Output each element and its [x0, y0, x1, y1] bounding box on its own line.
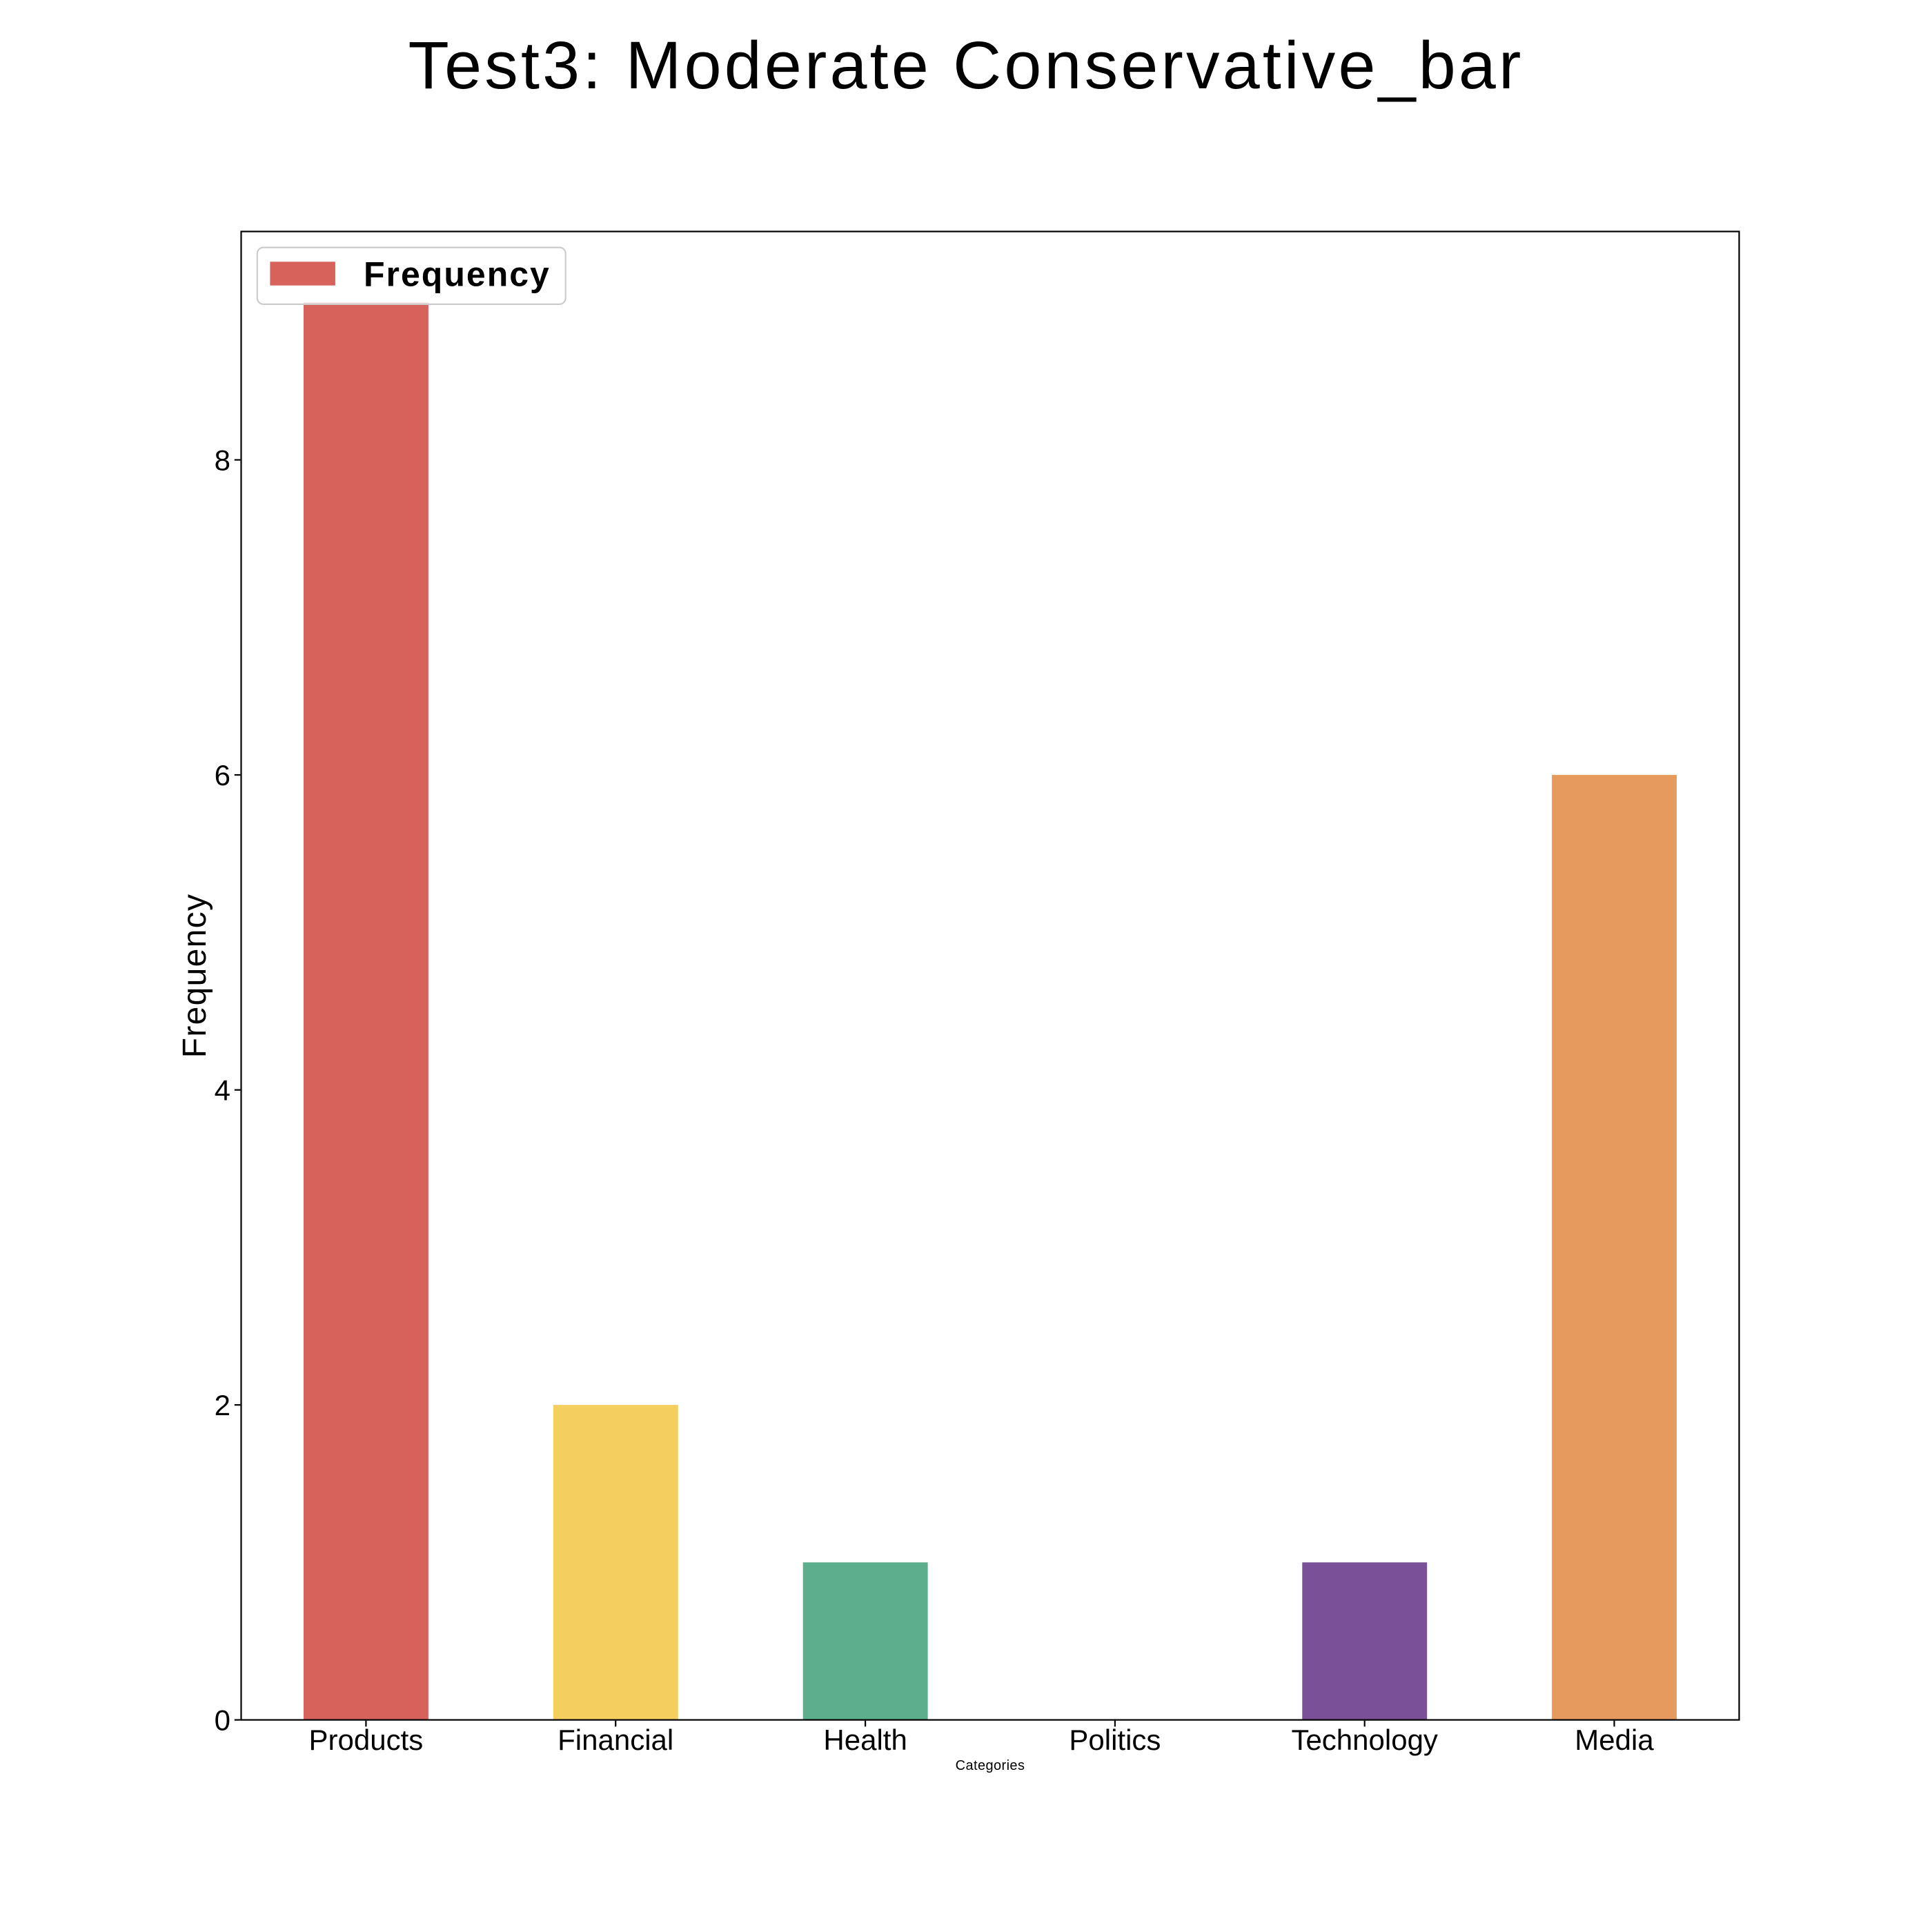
svg-text:Test3: Moderate Conservative_b: Test3: Moderate Conservative_bar [408, 28, 1524, 103]
svg-text:Categories: Categories [956, 1758, 1025, 1773]
svg-text:Health: Health [823, 1724, 907, 1756]
svg-text:Technology: Technology [1291, 1724, 1437, 1756]
svg-text:Financial: Financial [558, 1724, 673, 1756]
svg-text:0: 0 [215, 1704, 230, 1737]
svg-text:2: 2 [215, 1389, 230, 1421]
svg-text:Politics: Politics [1069, 1724, 1161, 1756]
svg-text:6: 6 [215, 759, 230, 791]
svg-text:8: 8 [215, 444, 230, 477]
svg-text:Frequency: Frequency [364, 255, 551, 293]
svg-text:4: 4 [215, 1074, 230, 1107]
svg-text:Media: Media [1575, 1724, 1654, 1756]
svg-text:Frequency: Frequency [177, 894, 213, 1058]
svg-text:Products: Products [309, 1724, 424, 1756]
